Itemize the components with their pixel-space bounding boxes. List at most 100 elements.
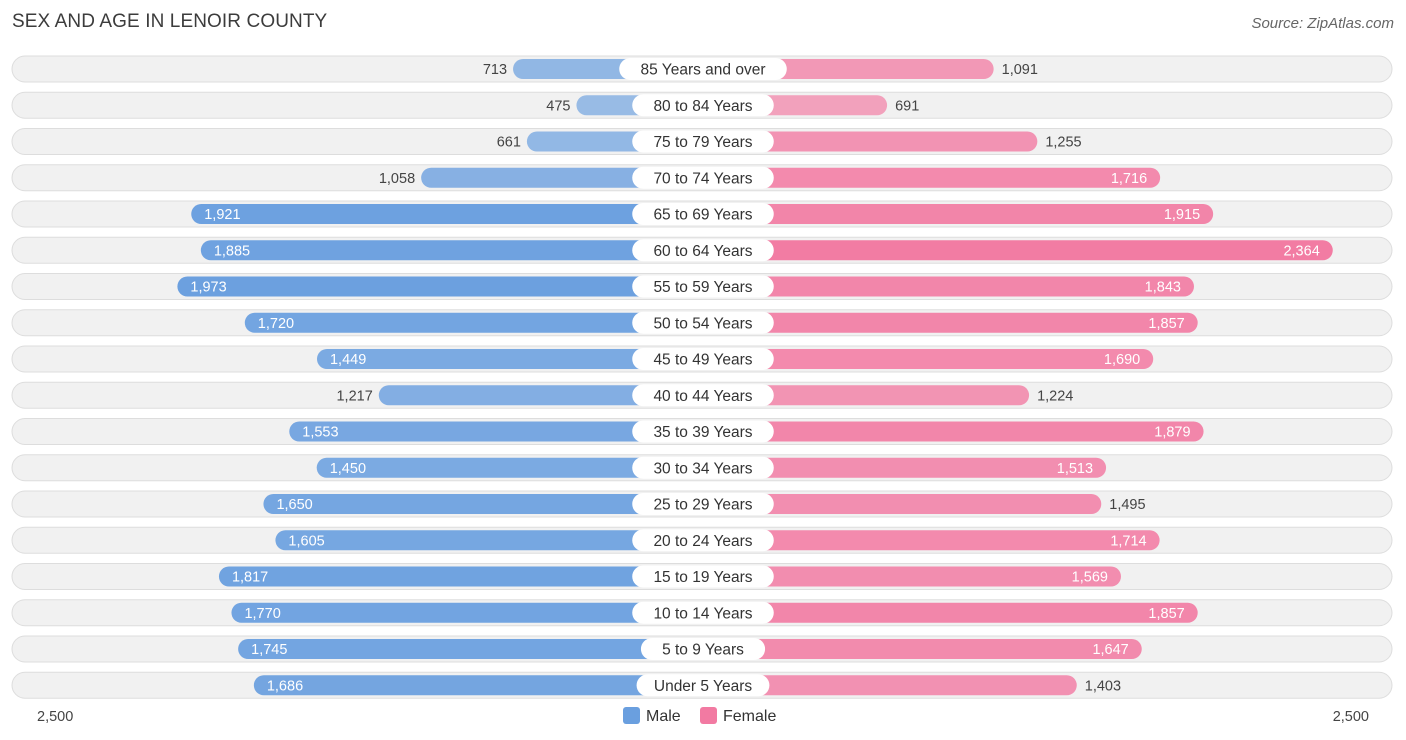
value-label-female: 1,647 [1092,642,1128,658]
bar-male[interactable] [253,675,703,696]
age-row: 40 to 44 Years 1,217 1,224 [11,381,1393,409]
chart-axis: 2,500 2,500 [37,709,1369,725]
bar-male[interactable] [200,240,703,261]
category-label-pill [636,674,770,697]
value-label-female: 1,255 [1045,135,1081,151]
bar-female[interactable] [703,349,1154,369]
age-row: 75 to 79 Years 661 1,255 [11,128,1393,155]
category-label: 60 to 64 Years [653,243,752,260]
value-label-female: 1,569 [1072,570,1108,586]
category-label: Under 5 Years [654,678,752,695]
bar-female[interactable] [703,675,1077,696]
bar-female[interactable] [703,131,1038,152]
age-row: 15 to 19 Years 1,817 1,569 [11,563,1393,590]
value-label-male: 1,686 [267,678,303,694]
category-label-pill [632,601,774,624]
bar-female[interactable] [703,240,1333,261]
legend-label-female: Female [723,708,776,725]
category-label-pill [632,275,774,298]
age-row: 20 to 24 Years 1,605 1,714 [11,526,1393,554]
bar-male[interactable] [275,530,703,551]
age-row: 50 to 54 Years 1,720 1,857 [11,309,1393,337]
bar-male[interactable] [238,639,703,659]
value-label-male: 1,921 [204,207,240,223]
bar-female[interactable] [703,167,1161,188]
category-label-pill [619,58,787,80]
age-row: Under 5 Years 1,686 1,403 [11,671,1393,699]
bar-female[interactable] [703,639,1142,659]
bar-male[interactable] [421,167,703,188]
value-label-female: 1,690 [1104,352,1140,368]
bar-male[interactable] [231,602,704,623]
category-label-pill [632,239,774,262]
bar-female[interactable] [703,385,1030,406]
bar-male[interactable] [378,385,703,406]
legend-item-female[interactable]: Female [700,707,776,725]
bar-male[interactable] [316,457,703,478]
bar-female[interactable] [703,566,1121,587]
bar-female[interactable] [703,276,1194,297]
value-label-male: 1,745 [251,642,287,658]
age-row: 5 to 9 Years 1,745 1,647 [11,635,1393,663]
category-label-pill [632,456,774,479]
age-row: 60 to 64 Years 1,885 2,364 [11,236,1393,264]
bar-male[interactable] [316,349,703,369]
chart-legend: Male Female [623,707,776,725]
category-label-pill [632,94,774,117]
value-label-female: 1,403 [1085,678,1121,694]
value-label-female: 1,495 [1109,497,1145,513]
legend-item-male[interactable]: Male [623,707,681,725]
bar-female[interactable] [703,204,1214,224]
value-label-female: 1,857 [1148,606,1184,622]
value-label-female: 2,364 [1283,243,1319,259]
axis-label-right: 2,500 [1333,709,1369,725]
bar-male[interactable] [177,276,703,297]
chart-title: SEX AND AGE IN LENOIR COUNTY [12,11,328,32]
chart-rows: 85 Years and over 713 1,091 80 to 84 Years 4… [11,55,1393,699]
bar-female[interactable] [703,602,1198,623]
legend-swatch-female [700,707,717,724]
age-row: 85 Years and over 713 1,091 [11,55,1393,83]
category-label-pill [632,348,774,370]
value-label-male: 1,058 [379,171,415,187]
category-label-pill [632,203,774,225]
category-label-pill [640,638,766,660]
age-row: 45 to 49 Years 1,449 1,690 [11,345,1393,373]
legend-label-male: Male [646,708,681,725]
bar-female[interactable] [703,494,1102,514]
category-label-pill [632,384,774,407]
bar-female[interactable] [703,530,1160,551]
age-row: 55 to 59 Years 1,973 1,843 [11,273,1393,300]
value-label-male: 661 [497,135,521,151]
value-label-male: 475 [546,98,570,114]
value-label-female: 1,714 [1110,533,1146,549]
value-label-male: 1,450 [330,461,366,477]
bar-female[interactable] [703,457,1107,478]
category-label: 35 to 39 Years [653,424,752,441]
bar-male[interactable] [263,494,703,514]
age-row: 35 to 39 Years 1,553 1,879 [11,418,1393,445]
value-label-female: 1,716 [1111,171,1147,187]
category-label-pill [632,493,774,515]
value-label-male: 1,449 [330,352,366,368]
value-label-male: 1,973 [190,280,226,296]
value-label-male: 1,553 [302,425,338,441]
category-label: 75 to 79 Years [653,134,752,151]
value-label-male: 1,817 [232,570,268,586]
category-label: 50 to 54 Years [653,315,752,332]
category-label: 30 to 34 Years [653,460,752,477]
bar-male[interactable] [191,204,703,224]
value-label-male: 1,217 [336,388,372,404]
value-label-female: 1,915 [1164,207,1200,223]
category-label: 40 to 44 Years [653,388,752,405]
bar-male[interactable] [218,566,703,587]
value-label-female: 1,224 [1037,388,1073,404]
bar-female[interactable] [703,312,1198,333]
bar-female[interactable] [703,421,1204,442]
age-row: 30 to 34 Years 1,450 1,513 [11,454,1393,482]
bar-male[interactable] [244,312,704,333]
category-label: 65 to 69 Years [653,207,752,224]
category-label: 85 Years and over [641,62,766,79]
bar-male[interactable] [289,421,703,442]
category-label: 70 to 74 Years [653,170,752,187]
